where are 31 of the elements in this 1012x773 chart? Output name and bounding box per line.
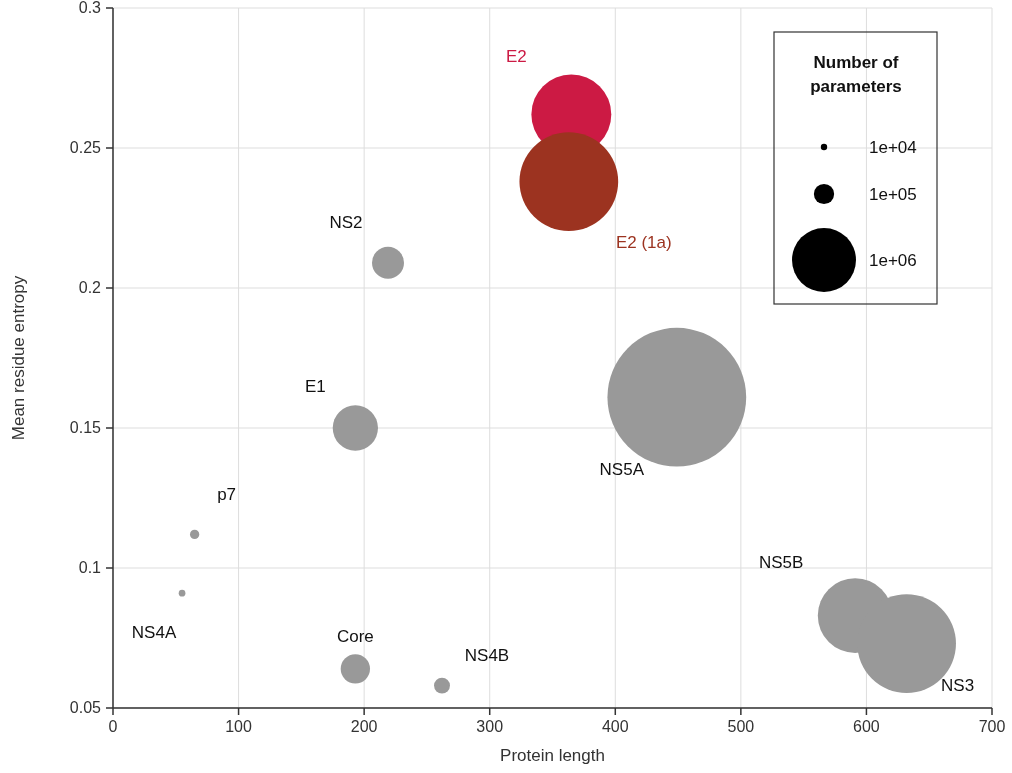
y-tick-label: 0.05 <box>69 699 102 716</box>
x-tick-label: 400 <box>601 718 629 735</box>
legend-label: 1e+05 <box>869 185 917 204</box>
series-label: p7 <box>217 485 237 505</box>
y-tick-label: 0.2 <box>78 279 102 296</box>
x-tick-label: 600 <box>853 718 880 735</box>
series-label: E2 <box>505 47 527 67</box>
x-tick-label: 300 <box>476 718 504 735</box>
x-tick-label: 700 <box>978 718 1006 735</box>
y-tick-label: 0.15 <box>69 419 102 436</box>
series-label: NS4B <box>464 645 510 665</box>
legend-title: Number of parameters <box>810 53 902 96</box>
y-axis-title: Mean residue entropy <box>9 275 28 441</box>
series-label: NS2 <box>329 212 363 232</box>
x-tick-label: 500 <box>727 718 755 735</box>
series-label: NS4A <box>131 623 177 643</box>
x-tick-label: 200 <box>350 718 378 735</box>
x-axis-title: Protein length <box>500 746 605 765</box>
x-tick-label: 100 <box>225 718 253 735</box>
y-tick-label: 0.25 <box>69 139 102 156</box>
series-label: NS5A <box>599 460 645 480</box>
y-tick-label: 0.3 <box>78 0 102 16</box>
series-label: NS3 <box>941 675 975 695</box>
series-label: NS5B <box>758 552 804 572</box>
series-label: E2 (1a) <box>615 232 672 252</box>
legend-label: 1e+04 <box>869 138 917 157</box>
series-label: E1 <box>304 377 326 396</box>
series-label: Core <box>336 626 374 646</box>
legend-label: 1e+06 <box>869 251 917 270</box>
y-tick-label: 0.1 <box>78 559 102 576</box>
x-tick-label: 0 <box>108 718 118 735</box>
